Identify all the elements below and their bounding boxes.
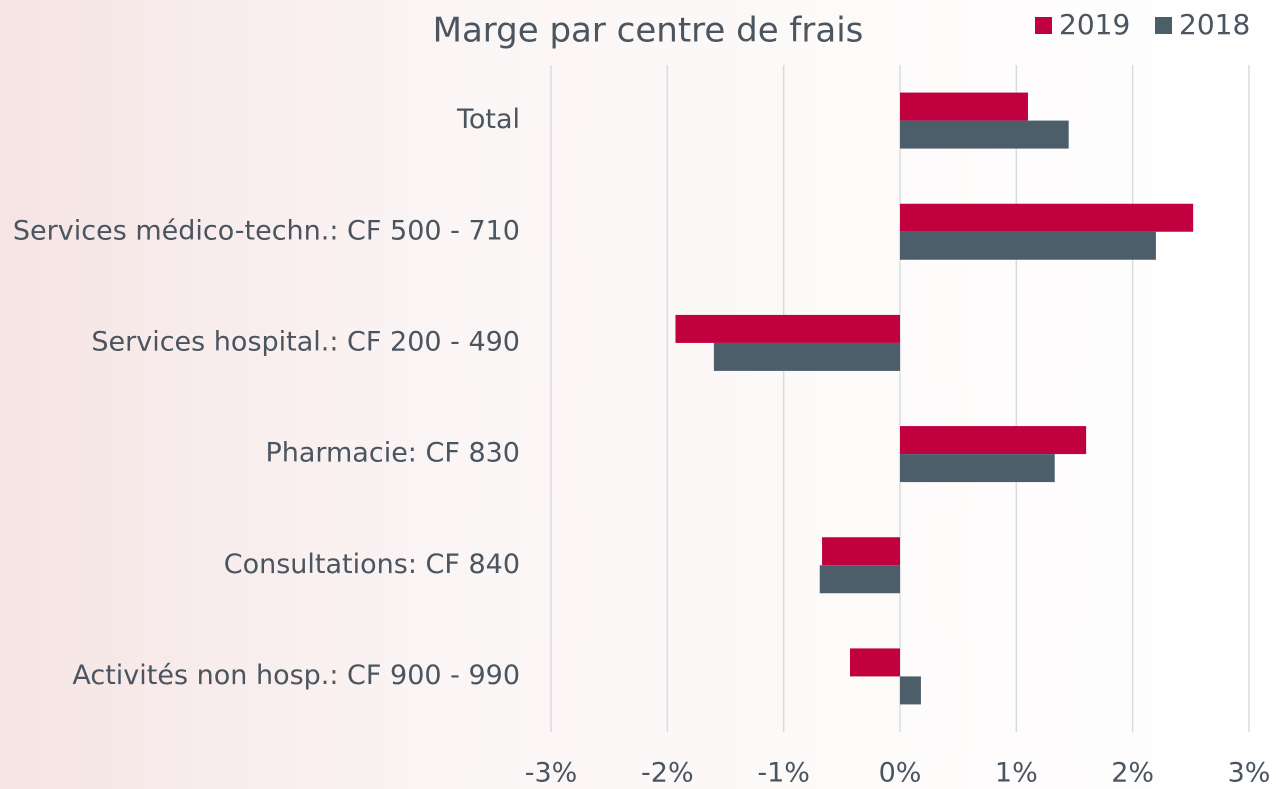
x-tick-label: 0% — [879, 758, 922, 789]
bar — [675, 314, 900, 343]
y-tick-label: Services hospital.: CF 200 - 490 — [91, 326, 520, 357]
bar — [713, 342, 900, 371]
legend-label: 2019 — [1059, 8, 1130, 41]
bar — [900, 231, 1156, 260]
y-tick-label: Activités non hosp.: CF 900 - 990 — [72, 660, 520, 691]
bar — [849, 648, 900, 677]
x-tick-label: -2% — [641, 758, 694, 789]
x-tick-label: 2% — [1111, 758, 1154, 789]
chart-title: Marge par centre de frais — [433, 11, 864, 51]
bar — [900, 676, 921, 705]
legend-swatch — [1035, 17, 1052, 34]
bar — [819, 565, 900, 594]
x-tick-label: 1% — [995, 758, 1038, 789]
y-tick-label: Pharmacie: CF 830 — [265, 438, 520, 469]
x-tick-label: 3% — [1228, 758, 1271, 789]
y-tick-label: Consultations: CF 840 — [224, 549, 520, 580]
x-tick-label: -1% — [757, 758, 810, 789]
legend-label: 2018 — [1179, 8, 1250, 41]
bar — [822, 537, 900, 566]
x-tick-label: -3% — [525, 758, 578, 789]
y-tick-label: Services médico-techn.: CF 500 - 710 — [13, 215, 520, 246]
bar — [900, 454, 1055, 483]
bar — [900, 426, 1087, 455]
bar — [900, 92, 1028, 121]
bar — [900, 120, 1069, 149]
legend-swatch — [1155, 17, 1172, 34]
bar — [900, 203, 1194, 232]
y-tick-label: Total — [456, 104, 520, 135]
